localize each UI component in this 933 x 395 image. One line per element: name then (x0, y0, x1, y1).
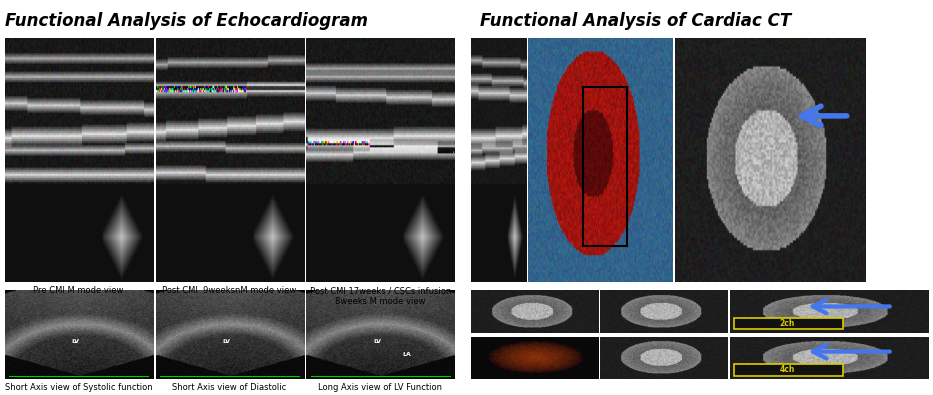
Text: LV: LV (72, 339, 79, 344)
Text: Short Axis view of Systolic function: Short Axis view of Systolic function (5, 383, 152, 392)
Text: Post CMI 17weeks / CSCs infusion
8weeks M mode view: Post CMI 17weeks / CSCs infusion 8weeks … (310, 286, 451, 306)
Bar (734, 364, 843, 376)
Text: 2ch: 2ch (780, 319, 795, 328)
Text: Functional Analysis of Echocardiogram: Functional Analysis of Echocardiogram (5, 12, 368, 30)
Text: Pre CMI M mode view: Pre CMI M mode view (34, 286, 124, 295)
Text: LV: LV (373, 339, 382, 344)
Text: 4ch: 4ch (780, 365, 795, 374)
Bar (734, 318, 843, 329)
Text: Short Axis view of Diastolic: Short Axis view of Diastolic (173, 383, 286, 392)
Text: Long Axis view of LV Function: Long Axis view of LV Function (318, 383, 442, 392)
Text: LV: LV (223, 339, 230, 344)
Text: Functional Analysis of Cardiac CT: Functional Analysis of Cardiac CT (480, 12, 792, 30)
Text: LA: LA (402, 352, 411, 357)
Text: Post CMI  9weeksnM mode view: Post CMI 9weeksnM mode view (162, 286, 297, 295)
Bar (583, 87, 627, 246)
